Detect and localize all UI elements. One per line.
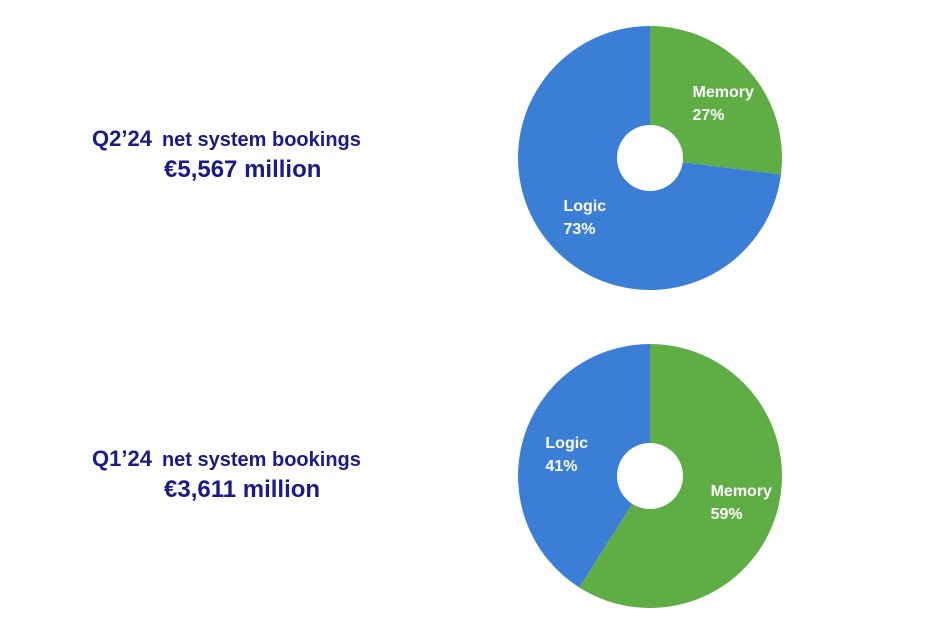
slice-label-memory: Memory bbox=[711, 483, 772, 500]
q2-bookings-section: Q2’24 net system bookings €5,567 million … bbox=[92, 26, 783, 290]
q2-amount: €5,567 million bbox=[164, 156, 322, 183]
slice-percent-logic: 41% bbox=[545, 458, 577, 475]
slice-percent-memory: 59% bbox=[711, 506, 743, 523]
donut-hole bbox=[617, 125, 683, 191]
slice-percent-memory: 27% bbox=[693, 107, 725, 124]
q1-donut-chart: Memory 59% Logic 41% bbox=[518, 344, 783, 608]
donut-hole bbox=[617, 443, 683, 509]
q1-heading: Q1’24 net system bookings €3,611 million bbox=[92, 446, 422, 504]
slice-percent-logic: 73% bbox=[564, 221, 596, 238]
q1-quarter-label: Q1’24 bbox=[92, 446, 152, 471]
q1-bookings-section: Q1’24 net system bookings €3,611 million … bbox=[0, 318, 934, 636]
slice-label-logic: Logic bbox=[545, 435, 588, 452]
slice-label-logic: Logic bbox=[564, 198, 607, 215]
q1-description: net system bookings bbox=[161, 449, 361, 471]
slice-logic bbox=[518, 344, 650, 588]
slice-label-memory: Memory bbox=[693, 84, 754, 101]
q1-amount: €3,611 million bbox=[164, 476, 321, 503]
q2-donut-chart: Memory 27% Logic 73% bbox=[518, 26, 783, 290]
q2-heading: Q2’24 net system bookings €5,567 million bbox=[92, 126, 422, 184]
slice-memory bbox=[650, 26, 783, 175]
q2-quarter-label: Q2’24 bbox=[92, 126, 152, 151]
q2-description: net system bookings bbox=[161, 129, 361, 151]
